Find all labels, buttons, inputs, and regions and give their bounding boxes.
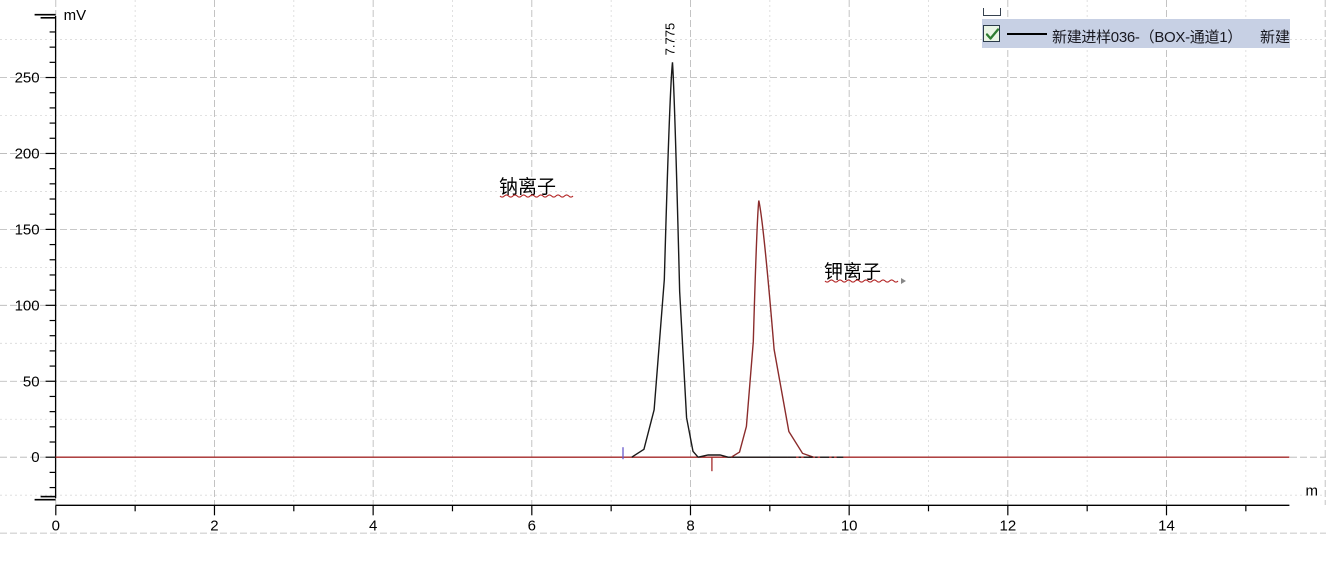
svg-text:0: 0 (31, 449, 39, 466)
svg-text:250: 250 (15, 70, 40, 87)
svg-text:0: 0 (52, 517, 60, 534)
svg-text:m: m (1306, 482, 1319, 499)
svg-text:2: 2 (210, 517, 218, 534)
svg-text:6: 6 (528, 517, 536, 534)
svg-text:100: 100 (15, 297, 40, 314)
svg-text:4: 4 (369, 517, 377, 534)
svg-text:7.775: 7.775 (662, 23, 677, 56)
svg-text:12: 12 (999, 517, 1016, 534)
svg-text:8: 8 (686, 517, 694, 534)
svg-text:50: 50 (23, 373, 40, 390)
svg-text:150: 150 (15, 221, 40, 238)
svg-text:mV: mV (64, 7, 87, 24)
svg-text:10: 10 (841, 517, 858, 534)
svg-text:200: 200 (15, 145, 40, 162)
svg-text:14: 14 (1158, 517, 1175, 534)
